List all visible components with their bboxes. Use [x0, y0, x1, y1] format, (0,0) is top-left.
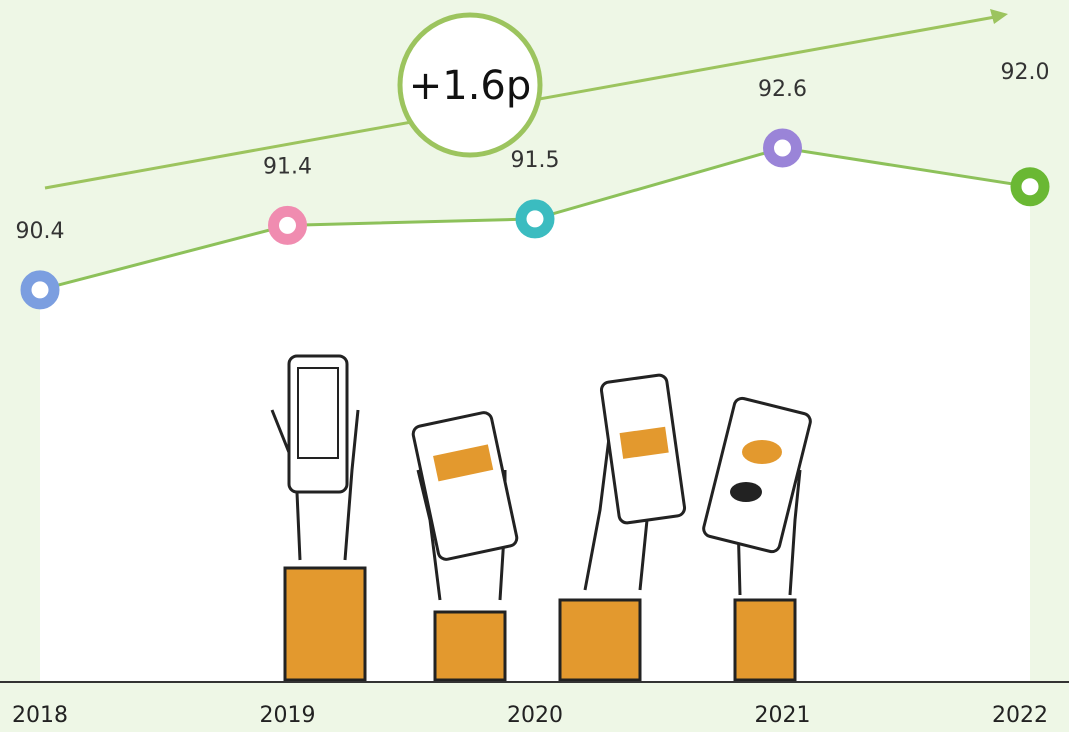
value-label: 92.6	[758, 77, 807, 102]
annotation: +1.6p	[409, 63, 532, 109]
marker	[769, 134, 797, 162]
marker	[274, 211, 302, 239]
marker	[521, 205, 549, 233]
page: {"chart_data": { "type": "line", "catego…	[0, 0, 1069, 732]
x-tick-label: 2022	[992, 703, 1048, 728]
value-label: 91.5	[511, 148, 560, 173]
x-tick-label: 2019	[260, 703, 316, 728]
value-label: 92.0	[1001, 60, 1050, 85]
value-label: 91.4	[263, 154, 312, 179]
marker	[26, 276, 54, 304]
x-tick-label: 2021	[755, 703, 811, 728]
x-tick-label: 2020	[507, 703, 563, 728]
chart: +1.6p 90.4 2018 91.4 2019 91.5 2020 92.6 2021 92…	[0, 0, 1069, 732]
value-label: 90.4	[16, 219, 65, 244]
marker	[1016, 173, 1044, 201]
x-tick-label: 2018	[12, 703, 68, 728]
